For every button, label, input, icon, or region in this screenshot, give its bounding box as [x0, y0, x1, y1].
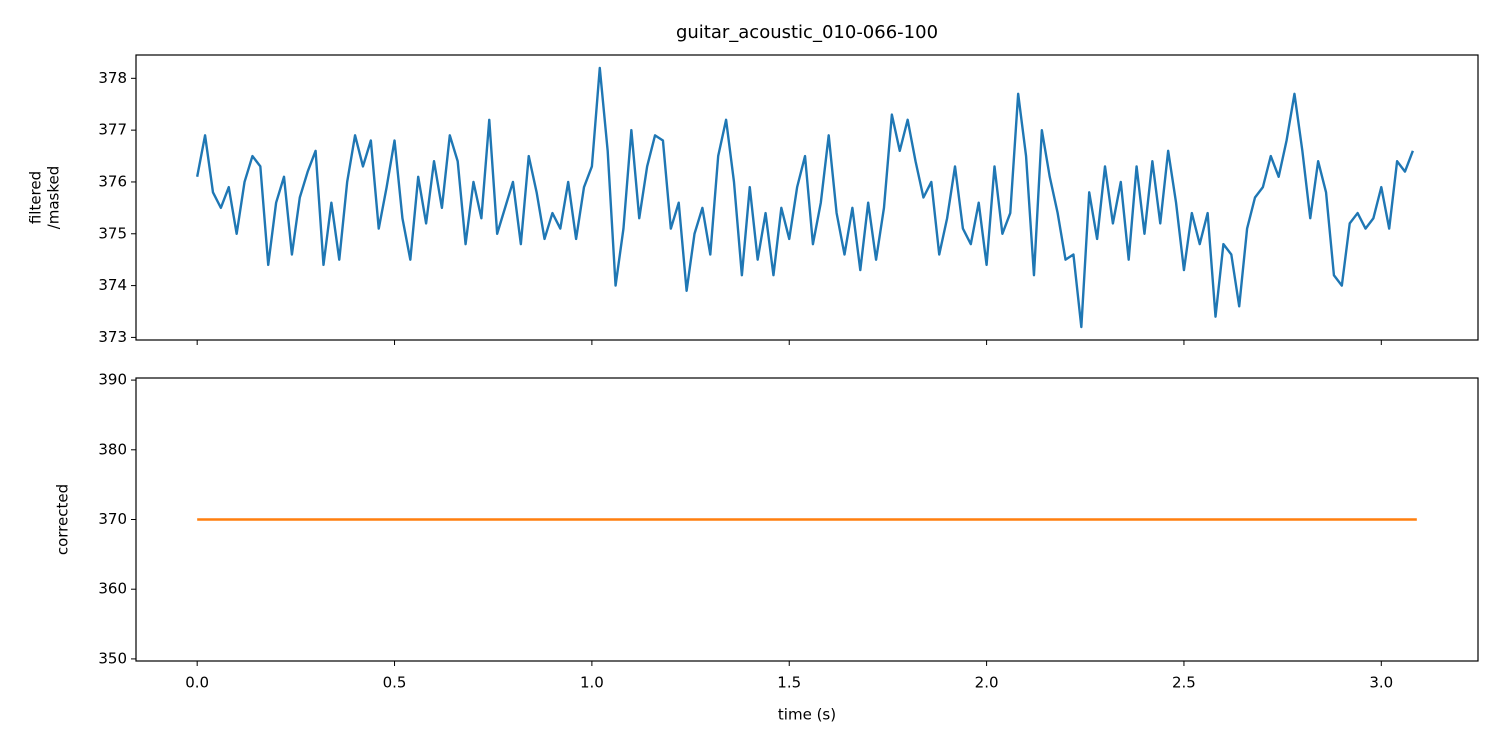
y-axis-label: corrected — [54, 484, 72, 555]
y-tick-label: 377 — [98, 121, 127, 139]
y-tick-label: 370 — [98, 510, 127, 528]
x-tick-label: 2.5 — [1172, 674, 1196, 692]
x-tick-label: 1.5 — [777, 674, 801, 692]
y-tick-label: 376 — [98, 172, 127, 190]
x-tick-label: 3.0 — [1369, 674, 1393, 692]
y-tick-label: 374 — [98, 276, 127, 294]
y-tick-label: 378 — [98, 69, 127, 87]
y-tick-label: 373 — [98, 328, 127, 346]
axes-frame — [135, 54, 1479, 341]
x-tick-label: 0.5 — [383, 674, 407, 692]
x-axis-label: time (s) — [778, 706, 836, 724]
y-tick-label: 360 — [98, 580, 127, 598]
y-tick-label: 375 — [98, 224, 127, 242]
x-tick-label: 2.0 — [975, 674, 999, 692]
data-line — [196, 66, 1414, 329]
y-tick-label: 390 — [98, 371, 127, 389]
y-tick-label: 350 — [98, 649, 127, 667]
y-tick-label: 380 — [98, 440, 127, 458]
x-tick-label: 0.0 — [185, 674, 209, 692]
x-tick-label: 1.0 — [580, 674, 604, 692]
y-axis-label: /masked — [45, 166, 63, 230]
y-axis-label: filtered — [27, 171, 45, 224]
axes-frame — [135, 377, 1479, 662]
chart-title: guitar_acoustic_010-066-100 — [676, 22, 938, 43]
